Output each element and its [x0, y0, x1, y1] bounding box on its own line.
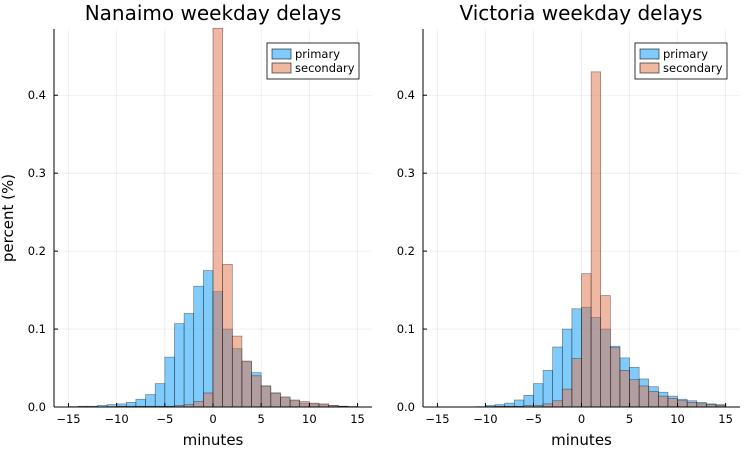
x-tick-label: 0 — [578, 412, 585, 426]
bar-secondary — [600, 295, 611, 408]
bar-secondary — [231, 335, 243, 408]
x-axis-label: minutes — [183, 431, 244, 449]
y-tick-label: 0.0 — [397, 400, 415, 414]
legend-label-primary: primary — [295, 47, 340, 61]
bar-primary — [183, 313, 195, 408]
bar-secondary — [552, 400, 563, 408]
bar-secondary — [686, 402, 698, 408]
bar-secondary — [251, 375, 262, 408]
bar-secondary — [260, 385, 272, 408]
bar-secondary — [648, 391, 659, 408]
bar-primary — [552, 346, 563, 408]
bar-secondary — [561, 388, 573, 408]
x-tick-label: 10 — [302, 412, 317, 426]
x-tick-label: 0 — [209, 412, 216, 426]
bar-primary — [154, 383, 166, 408]
y-tick-label: 0.2 — [28, 244, 46, 258]
legend-swatch-secondary — [271, 62, 292, 74]
bar-primary — [164, 356, 175, 408]
bar-secondary — [590, 71, 602, 408]
bar-secondary — [270, 392, 281, 408]
x-tick-label: −15 — [425, 412, 449, 426]
series-secondary — [106, 27, 358, 408]
x-tick-label: 10 — [670, 412, 685, 426]
chart-title: Victoria weekday delays — [459, 1, 702, 25]
bar-primary — [193, 285, 204, 408]
bar-secondary — [619, 370, 630, 408]
y-tick-label: 0.4 — [397, 88, 415, 102]
bar-secondary — [280, 396, 291, 408]
bar-secondary — [241, 360, 252, 408]
x-tick-label: 15 — [350, 412, 365, 426]
x-tick-label: −5 — [525, 412, 542, 426]
x-tick-label: 5 — [258, 412, 265, 426]
y-axis-label: percent (%) — [0, 174, 17, 262]
bar-secondary — [309, 402, 320, 408]
legend-swatch-primary — [639, 48, 660, 60]
panel-victoria: −15 −10 −5 0 5 10 15 0.0 0.1 0.2 0.3 0.4 Victoria we… — [397, 1, 740, 449]
x-tick-label: 5 — [626, 412, 633, 426]
y-tick-label: 0.3 — [397, 166, 415, 180]
legend-label-secondary: secondary — [663, 61, 723, 75]
bar-primary — [135, 398, 146, 408]
gridlines — [54, 29, 372, 408]
x-axis-label: minutes — [551, 431, 612, 449]
y-tick-label: 0.1 — [28, 322, 46, 336]
bar-secondary — [212, 27, 223, 408]
bar-secondary — [658, 395, 669, 408]
x-tick-label: 15 — [718, 412, 733, 426]
y-tick-label: 0.2 — [397, 244, 415, 258]
legend-label-secondary: secondary — [295, 61, 355, 75]
bar-secondary — [571, 358, 582, 408]
y-tick-label: 0.0 — [28, 400, 46, 414]
bar-primary — [145, 394, 156, 408]
x-tick-label: −10 — [104, 412, 128, 426]
bar-secondary — [299, 401, 310, 408]
bar-primary — [203, 270, 214, 408]
bar-secondary — [677, 400, 688, 408]
y-tick-label: 0.4 — [28, 88, 46, 102]
legend-swatch-primary — [271, 48, 292, 60]
legend-swatch-secondary — [639, 62, 660, 74]
y-tick-label: 0.1 — [397, 322, 415, 336]
bar-secondary — [638, 385, 650, 408]
chart-title: Nanaimo weekday delays — [85, 1, 342, 25]
bar-primary — [542, 370, 553, 408]
series-secondary — [485, 71, 726, 408]
panel-nanaimo: −15 −10 −5 0 5 10 15 0.0 0.1 0.2 0.3 0.4 Nanaimo wee… — [0, 1, 372, 449]
x-tick-label: −15 — [56, 412, 80, 426]
x-tick-label: −5 — [156, 412, 173, 426]
bar-secondary — [667, 398, 678, 408]
bar-secondary — [203, 392, 214, 408]
bar-secondary — [581, 273, 592, 408]
bar-secondary — [289, 399, 301, 408]
bar-primary — [174, 323, 185, 408]
bar-secondary — [629, 379, 640, 408]
x-tick-label: −10 — [473, 412, 497, 426]
bar-secondary — [193, 401, 204, 408]
y-tick-label: 0.3 — [28, 166, 46, 180]
bar-primary — [533, 383, 544, 408]
bar-secondary — [610, 347, 621, 408]
legend-label-primary: primary — [663, 47, 708, 61]
bar-secondary — [222, 264, 233, 408]
